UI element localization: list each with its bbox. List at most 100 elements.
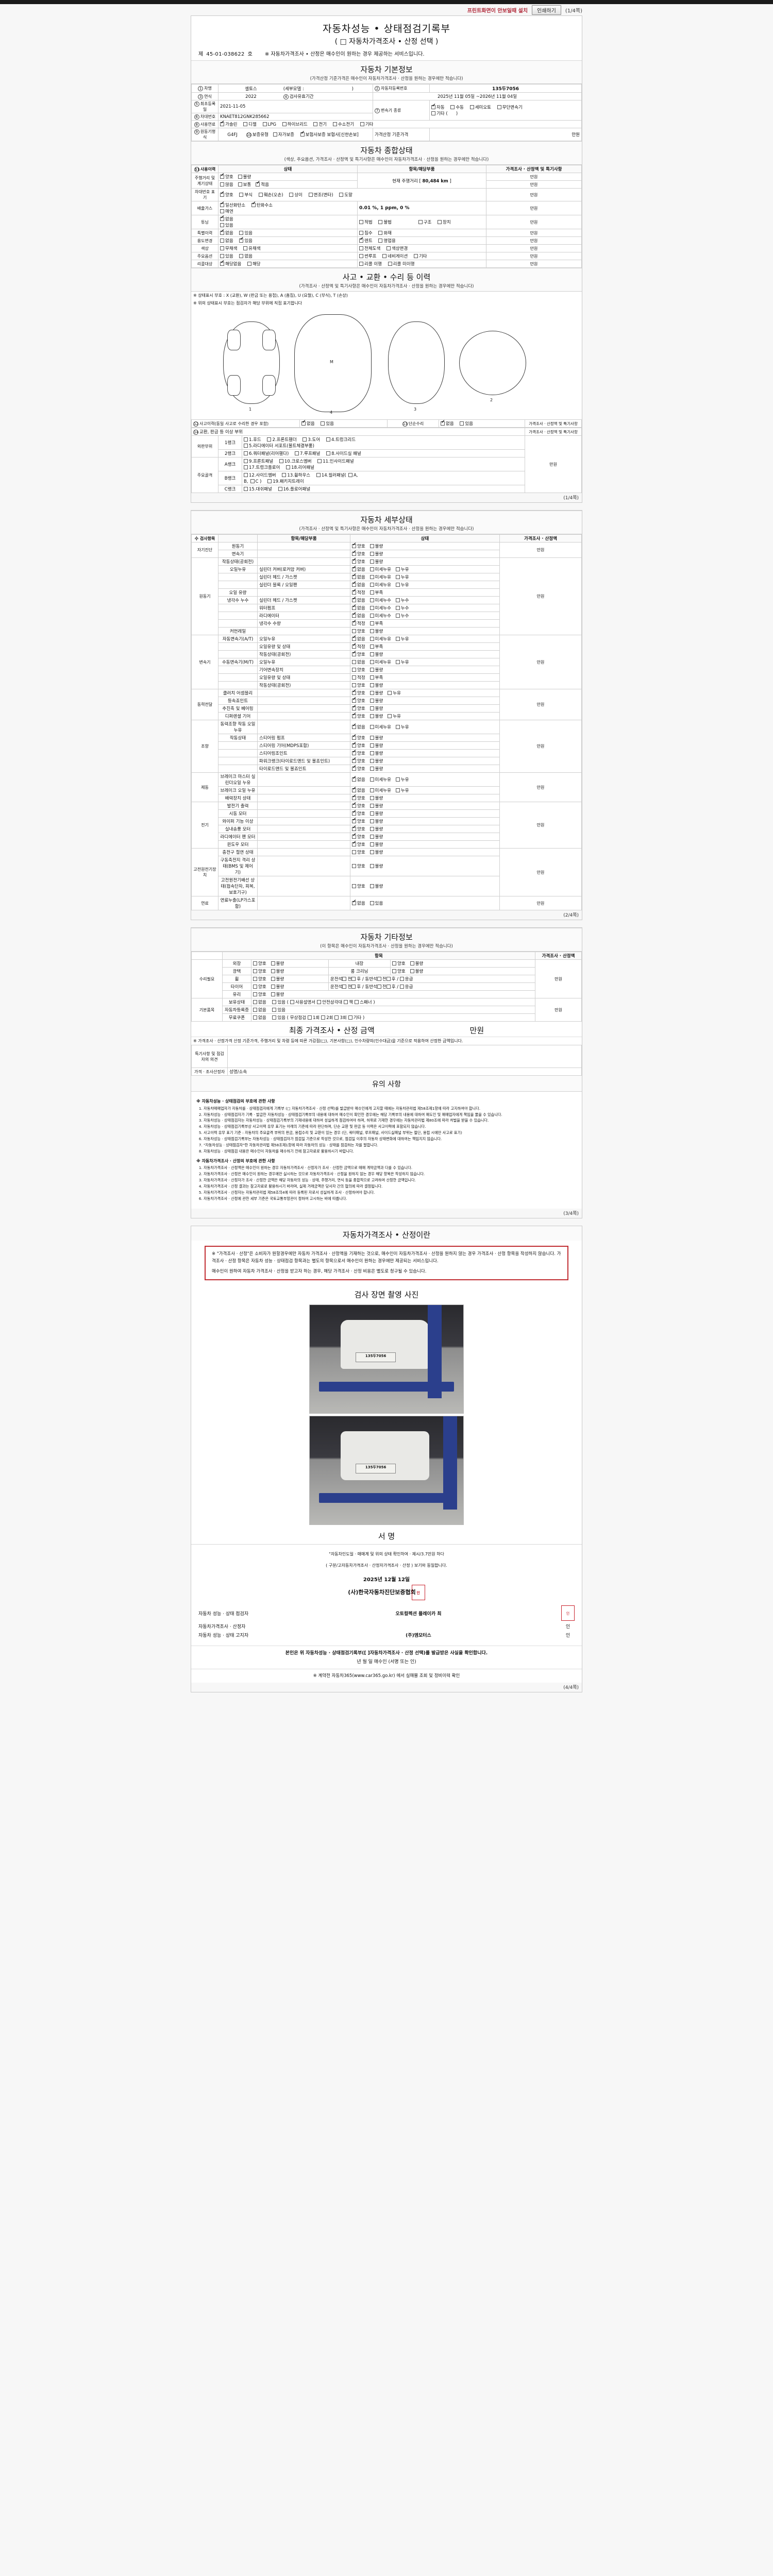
detail-option-미세누유[interactable]: 미세누유 — [369, 724, 391, 730]
detail-option-불량[interactable]: 불량 — [369, 558, 383, 565]
part-dash-panel[interactable]: 15.대쉬패널 — [244, 486, 272, 492]
glass-good[interactable]: 양호 — [253, 991, 266, 997]
part-rear-panel[interactable]: 18.리어패널 — [286, 464, 314, 470]
detail-option-불량[interactable]: 불량 — [369, 742, 383, 749]
detail-option-미세누유[interactable]: 미세누유 — [369, 566, 391, 572]
part-trunk-lid[interactable]: 4.트렁크리드 — [326, 436, 356, 443]
exterior-bad[interactable]: 불량 — [271, 960, 284, 967]
detail-option-없음[interactable]: 없음 — [352, 604, 365, 611]
accident-none[interactable]: 없음 — [301, 420, 315, 427]
detail-option-양호[interactable]: 양호 — [352, 689, 365, 696]
detail-option-미세누유[interactable]: 미세누유 — [369, 787, 391, 793]
detail-state-options[interactable]: 양호 불량 — [350, 809, 500, 818]
detail-state-options[interactable]: 양호 불량 누유 — [350, 689, 500, 697]
detail-option-누유[interactable]: 누유 — [395, 659, 409, 665]
color-achromatic[interactable]: 무채색 — [220, 245, 237, 251]
detail-option-양호[interactable]: 양호 — [352, 713, 365, 719]
meter-many[interactable]: 많음 — [220, 181, 233, 188]
usechange-yes[interactable]: 있음 — [239, 237, 253, 244]
tuning-device[interactable]: 장치 — [438, 219, 451, 225]
detail-option-미세누수[interactable]: 미세누수 — [369, 613, 391, 619]
detail-state-options[interactable]: 양호 불량 — [350, 765, 500, 773]
detail-option-불량[interactable]: 불량 — [369, 810, 383, 817]
exterior-good[interactable]: 양호 — [253, 960, 266, 967]
coupon-none[interactable]: 없음 — [253, 1014, 266, 1021]
detail-option-불량[interactable]: 불량 — [369, 849, 383, 855]
detail-state-options[interactable]: 양호 불량 — [350, 817, 500, 825]
detail-option-없음[interactable]: 없음 — [352, 597, 365, 603]
print-install-note[interactable]: 프린트화면이 안보일때 설치 — [467, 8, 528, 14]
tire-bad[interactable]: 불량 — [271, 984, 284, 990]
trans-opt-manual[interactable]: 수동 — [450, 104, 464, 110]
vin-altered[interactable]: 변조(변타) — [308, 192, 333, 198]
detail-option-양호[interactable]: 양호 — [352, 697, 365, 704]
vin-erased[interactable]: 도말 — [339, 192, 352, 198]
detail-option-미세누유[interactable]: 미세누유 — [369, 582, 391, 588]
polish-good[interactable]: 양호 — [253, 968, 266, 974]
roomclean-good[interactable]: 양호 — [392, 968, 406, 974]
detail-option-양호[interactable]: 양호 — [352, 705, 365, 711]
mileage-good[interactable]: 양호 — [220, 173, 233, 180]
detail-state-options[interactable]: 없음 미세누수 누수 — [350, 596, 500, 604]
part-pillar-b[interactable]: B, C ) — [244, 479, 262, 484]
detail-option-불량[interactable]: 불량 — [369, 834, 383, 840]
special-fire[interactable]: 화재 — [378, 230, 392, 236]
detail-state-options[interactable]: 없음 미세누유 누유 — [350, 786, 500, 794]
detail-state-options[interactable]: 양호 불량 — [350, 550, 500, 558]
detail-option-양호[interactable]: 양호 — [352, 841, 365, 848]
detail-state-options[interactable]: 없음 미세누유 누유 — [350, 573, 500, 581]
detail-option-양호[interactable]: 양호 — [352, 651, 365, 657]
detail-option-불량[interactable]: 불량 — [369, 826, 383, 832]
detail-option-부족[interactable]: 부족 — [369, 589, 383, 596]
detail-option-양호[interactable]: 양호 — [352, 849, 365, 855]
part-trunk-floor[interactable]: 17.트렁크플로어 — [244, 464, 280, 470]
vin-diff[interactable]: 상이 — [289, 192, 303, 198]
trans-opt-other[interactable]: 기타 ( ) — [431, 110, 458, 116]
detail-state-options[interactable]: 양호 불량 — [350, 681, 500, 689]
usechange-none[interactable]: 없음 — [220, 238, 233, 244]
detail-option-없음[interactable]: 없음 — [352, 612, 365, 619]
mileage-bad[interactable]: 불량 — [238, 174, 251, 180]
simple-yes[interactable]: 있음 — [460, 420, 473, 427]
detail-state-options[interactable]: 적정 부족 — [350, 673, 500, 682]
detail-option-없음[interactable]: 없음 — [352, 581, 365, 588]
recall-notdone[interactable]: 리콜 미이행 — [388, 261, 415, 267]
detail-state-options[interactable]: 양호 불량 — [350, 666, 500, 674]
detail-state-options[interactable]: 없음 미세누유 누유 — [350, 635, 500, 643]
detail-state-options[interactable]: 양호 불량 — [350, 542, 500, 550]
detail-option-누유[interactable]: 누유 — [395, 787, 409, 793]
fuel-opt-hybrid[interactable]: 하이브리드 — [282, 121, 308, 127]
detail-option-있음[interactable]: 있음 — [369, 900, 383, 906]
hold-yes[interactable]: 있음 (사용설명서 안전삼각대 잭 스패너 ) — [272, 999, 375, 1005]
detail-option-양호[interactable]: 양호 — [352, 833, 365, 840]
trans-opt-semiauto[interactable]: 세미오토 — [469, 104, 491, 110]
interior-good[interactable]: 양호 — [392, 960, 406, 967]
detail-option-미세누유[interactable]: 미세누유 — [369, 659, 391, 665]
detail-state-options[interactable]: 양호 불량 — [350, 757, 500, 765]
detail-option-없음[interactable]: 없음 — [352, 787, 365, 793]
wheel-bad[interactable]: 불량 — [271, 976, 284, 982]
color-chromatic[interactable]: 유채색 — [243, 245, 261, 251]
detail-option-없음[interactable]: 없음 — [352, 573, 365, 580]
fuel-opt-ev[interactable]: 전기 — [313, 121, 327, 127]
detail-option-적정[interactable]: 적정 — [352, 674, 365, 681]
options-navi[interactable]: 네비게이션 — [382, 253, 408, 259]
detail-state-options[interactable]: 양호 불량 — [350, 825, 500, 833]
tuning-structure[interactable]: 구조 — [418, 219, 431, 225]
part-wheel-house[interactable]: 13.휠하우스 — [282, 472, 310, 478]
detail-option-누수[interactable]: 누수 — [395, 613, 409, 619]
recall-na[interactable]: 해당없음 — [220, 260, 241, 267]
print-button[interactable]: 인쇄하기 — [532, 5, 561, 15]
wheel-good[interactable]: 양호 — [253, 976, 266, 982]
detail-option-불량[interactable]: 불량 — [369, 651, 383, 657]
part-radiator-support[interactable]: 5.라디에이터 서포트(볼트체결부품) — [244, 443, 314, 449]
detail-option-없음[interactable]: 없음 — [352, 900, 365, 906]
detail-state-options[interactable]: 없음 있음 — [350, 896, 500, 910]
detail-option-부족[interactable]: 부족 — [369, 643, 383, 650]
detail-option-없음[interactable]: 없음 — [352, 776, 365, 783]
fuel-opt-lpg[interactable]: LPG — [262, 122, 276, 127]
detail-option-불량[interactable]: 불량 — [369, 750, 383, 756]
detail-option-불량[interactable]: 불량 — [369, 551, 383, 557]
part-front-fender[interactable]: 2.프론트휀더 — [267, 436, 297, 443]
detail-option-불량[interactable]: 불량 — [369, 863, 383, 869]
